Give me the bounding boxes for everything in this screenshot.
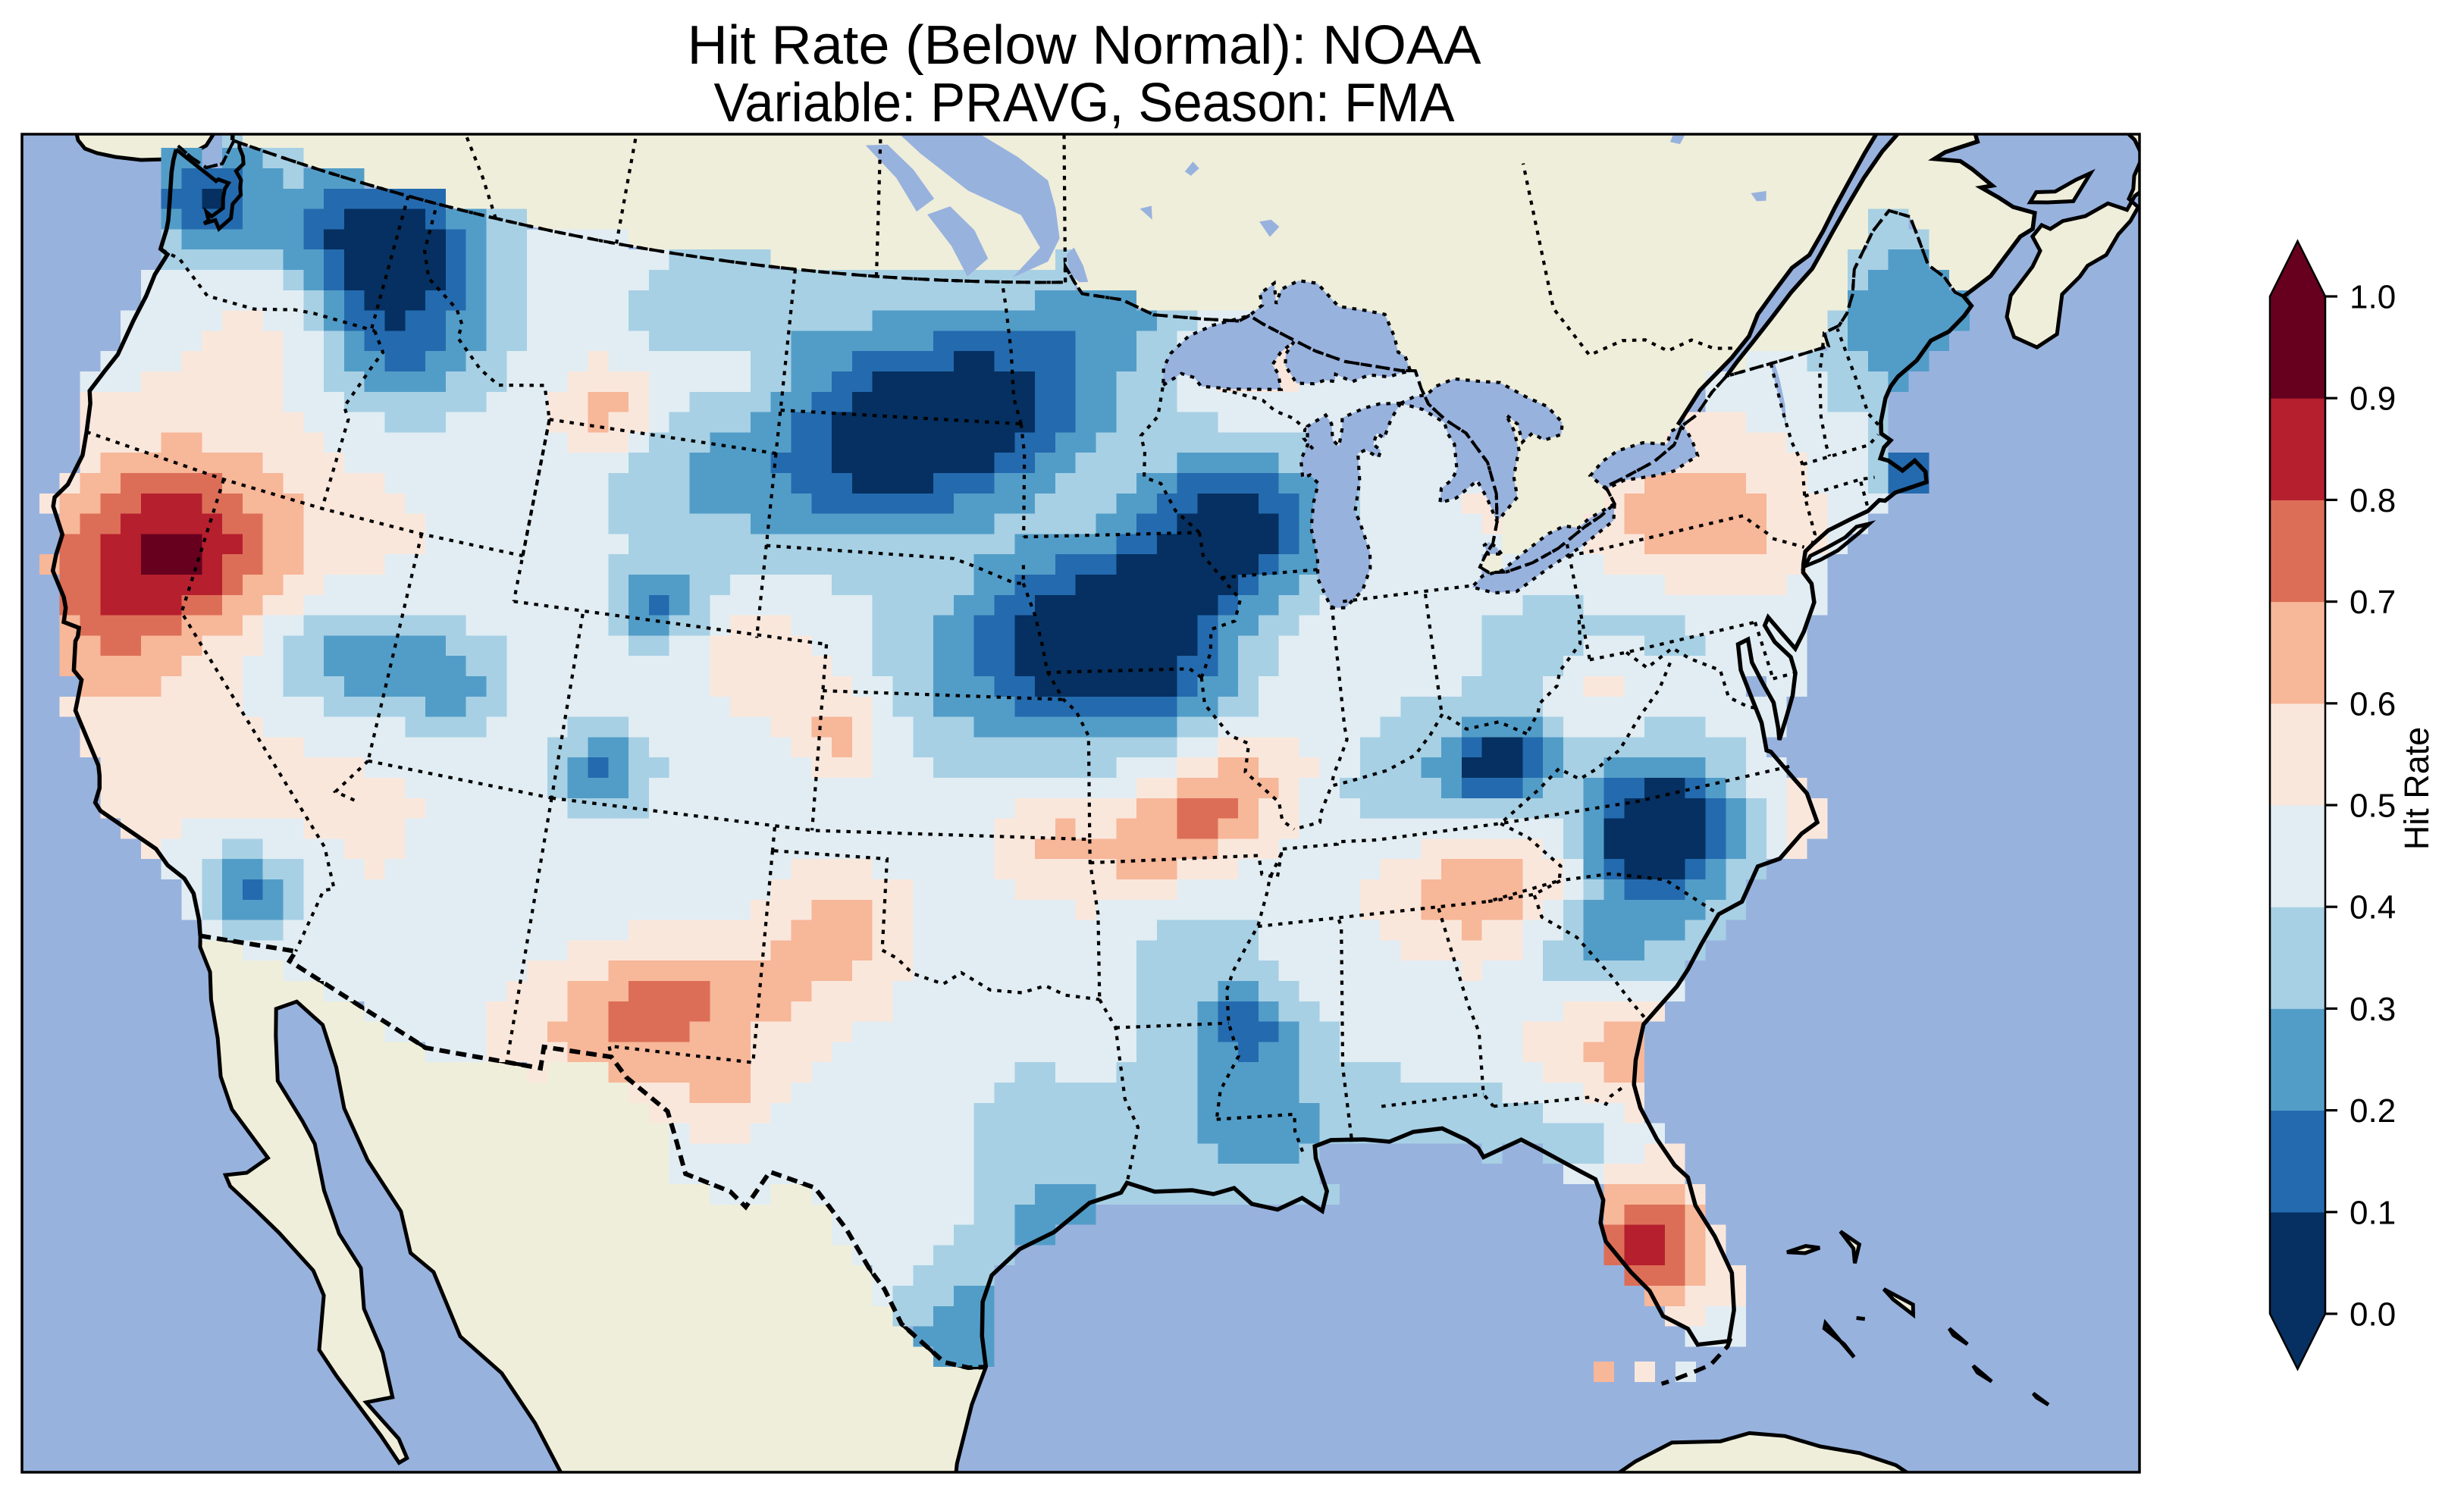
svg-text:1.0: 1.0: [2350, 279, 2396, 316]
svg-text:0.5: 0.5: [2350, 788, 2396, 825]
svg-text:0.9: 0.9: [2350, 381, 2396, 418]
svg-text:0.0: 0.0: [2350, 1296, 2396, 1333]
svg-text:0.1: 0.1: [2350, 1194, 2396, 1231]
svg-text:0.3: 0.3: [2350, 991, 2396, 1028]
svg-text:Variable: PRAVG, Season: FMA: Variable: PRAVG, Season: FMA: [714, 73, 1455, 133]
svg-text:Hit Rate (Below Normal): NOAA: Hit Rate (Below Normal): NOAA: [688, 15, 1481, 76]
svg-text:0.8: 0.8: [2350, 482, 2396, 519]
svg-text:0.4: 0.4: [2350, 889, 2396, 926]
svg-text:0.2: 0.2: [2350, 1092, 2396, 1130]
svg-text:0.7: 0.7: [2350, 584, 2396, 621]
svg-text:0.6: 0.6: [2350, 685, 2396, 722]
svg-text:Hit Rate: Hit Rate: [2397, 727, 2436, 851]
